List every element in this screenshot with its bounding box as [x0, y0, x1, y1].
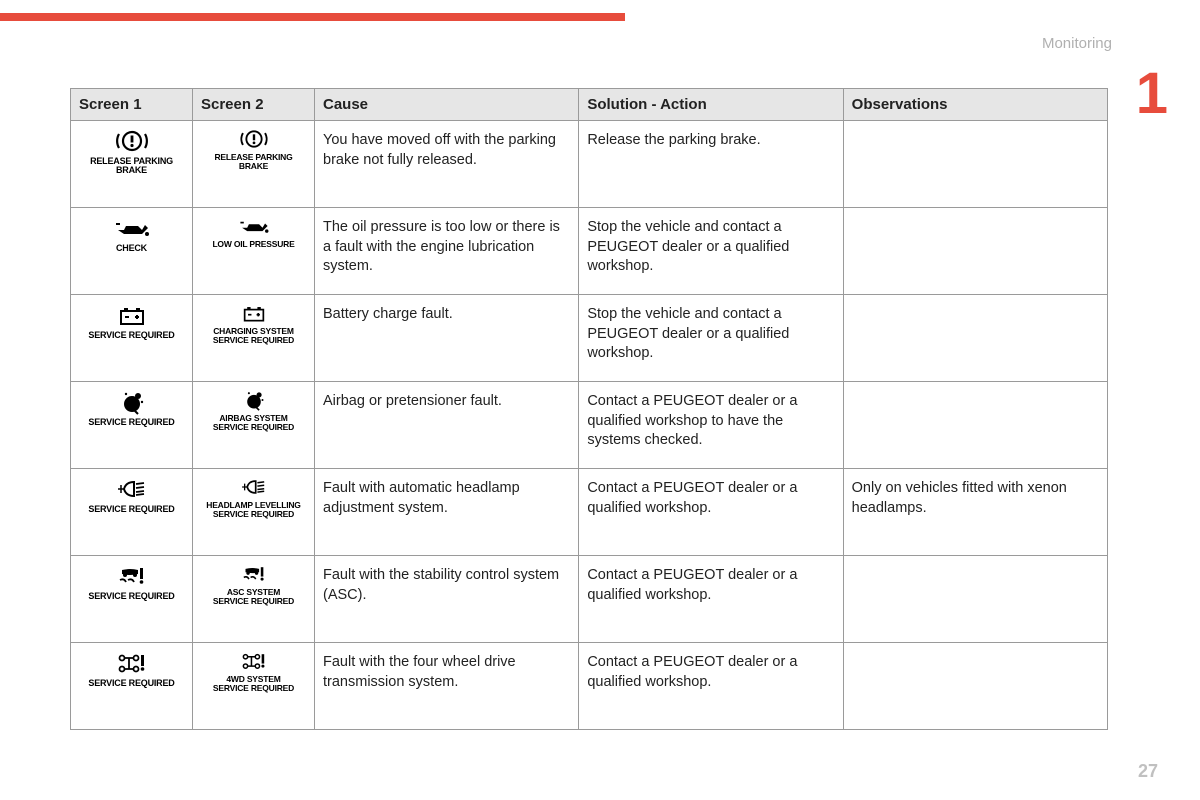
page-number: 27 — [1138, 761, 1158, 782]
observations-cell — [843, 556, 1107, 643]
headlamp-icon — [237, 475, 271, 499]
screen1-cell: RELEASE PARKINGBRAKE — [71, 121, 193, 208]
col-header-solution: Solution - Action — [579, 89, 843, 121]
airbag-icon — [112, 388, 152, 416]
solution-cell: Stop the vehicle and contact a PEUGEOT d… — [579, 295, 843, 382]
observations-cell: Only on vehicles fitted with xenon headl… — [843, 469, 1107, 556]
solution-cell: Stop the vehicle and contact a PEUGEOT d… — [579, 208, 843, 295]
cause-cell: You have moved off with the parking brak… — [315, 121, 579, 208]
asc-icon — [237, 562, 271, 586]
cause-cell: The oil pressure is too low or there is … — [315, 208, 579, 295]
chapter-number: 1 — [1136, 60, 1168, 127]
screen2-cell: CHARGING SYSTEMSERVICE REQUIRED — [193, 295, 315, 382]
col-header-cause: Cause — [315, 89, 579, 121]
table-row: SERVICE REQUIRED 4WD SYSTEMSERVICE REQUI… — [71, 643, 1108, 730]
screen2-cell: HEADLAMP LEVELLINGSERVICE REQUIRED — [193, 469, 315, 556]
screen1-cell: SERVICE REQUIRED — [71, 469, 193, 556]
table-header-row: Screen 1 Screen 2 Cause Solution - Actio… — [71, 89, 1108, 121]
screen2-cell: RELEASE PARKINGBRAKE — [193, 121, 315, 208]
parking-brake-icon — [237, 127, 271, 151]
warning-table: Screen 1 Screen 2 Cause Solution - Actio… — [70, 88, 1108, 730]
battery-icon — [112, 301, 152, 329]
screen2-cell: AIRBAG SYSTEMSERVICE REQUIRED — [193, 382, 315, 469]
col-header-screen1: Screen 1 — [71, 89, 193, 121]
screen1-cell: SERVICE REQUIRED — [71, 643, 193, 730]
parking-brake-icon — [112, 127, 152, 155]
icon-label: SERVICE REQUIRED — [88, 418, 174, 427]
observations-cell — [843, 643, 1107, 730]
icon-label: RELEASE PARKINGBRAKE — [90, 157, 173, 176]
screen2-cell: 4WD SYSTEMSERVICE REQUIRED — [193, 643, 315, 730]
table-row: SERVICE REQUIRED AIRBAG SYSTEMSERVICE RE… — [71, 382, 1108, 469]
battery-icon — [237, 301, 271, 325]
col-header-observations: Observations — [843, 89, 1107, 121]
solution-cell: Contact a PEUGEOT dealer or a qualified … — [579, 469, 843, 556]
solution-cell: Contact a PEUGEOT dealer or a qualified … — [579, 556, 843, 643]
icon-label: AIRBAG SYSTEMSERVICE REQUIRED — [213, 414, 294, 432]
icon-label: HEADLAMP LEVELLINGSERVICE REQUIRED — [206, 501, 300, 519]
icon-label: SERVICE REQUIRED — [88, 505, 174, 514]
screen2-cell: LOW OIL PRESSURE — [193, 208, 315, 295]
icon-label: RELEASE PARKINGBRAKE — [214, 153, 292, 171]
4wd-icon — [112, 649, 152, 677]
table-row: CHECK LOW OIL PRESSURE The oil pressure … — [71, 208, 1108, 295]
solution-cell: Contact a PEUGEOT dealer or a qualified … — [579, 382, 843, 469]
oil-icon — [237, 214, 271, 238]
col-header-screen2: Screen 2 — [193, 89, 315, 121]
screen1-cell: SERVICE REQUIRED — [71, 556, 193, 643]
icon-label: LOW OIL PRESSURE — [212, 240, 294, 249]
screen1-cell: SERVICE REQUIRED — [71, 295, 193, 382]
solution-cell: Contact a PEUGEOT dealer or a qualified … — [579, 643, 843, 730]
solution-cell: Release the parking brake. — [579, 121, 843, 208]
icon-label: CHARGING SYSTEMSERVICE REQUIRED — [213, 327, 294, 345]
table-row: RELEASE PARKINGBRAKE RELEASE PARKINGBRAK… — [71, 121, 1108, 208]
icon-label: SERVICE REQUIRED — [88, 679, 174, 688]
table-row: SERVICE REQUIRED CHARGING SYSTEMSERVICE … — [71, 295, 1108, 382]
observations-cell — [843, 121, 1107, 208]
screen1-cell: SERVICE REQUIRED — [71, 382, 193, 469]
headlamp-icon — [112, 475, 152, 503]
cause-cell: Airbag or pretensioner fault. — [315, 382, 579, 469]
airbag-icon — [237, 388, 271, 412]
observations-cell — [843, 382, 1107, 469]
icon-label: CHECK — [116, 244, 147, 253]
cause-cell: Battery charge fault. — [315, 295, 579, 382]
screen2-cell: ASC SYSTEMSERVICE REQUIRED — [193, 556, 315, 643]
screen1-cell: CHECK — [71, 208, 193, 295]
icon-label: 4WD SYSTEMSERVICE REQUIRED — [213, 675, 294, 693]
icon-label: SERVICE REQUIRED — [88, 331, 174, 340]
cause-cell: Fault with automatic headlamp adjustment… — [315, 469, 579, 556]
observations-cell — [843, 208, 1107, 295]
cause-cell: Fault with the stability control system … — [315, 556, 579, 643]
icon-label: ASC SYSTEMSERVICE REQUIRED — [213, 588, 294, 606]
4wd-icon — [237, 649, 271, 673]
table-row: SERVICE REQUIRED HEADLAMP LEVELLINGSERVI… — [71, 469, 1108, 556]
table-row: SERVICE REQUIRED ASC SYSTEMSERVICE REQUI… — [71, 556, 1108, 643]
accent-top-bar — [0, 13, 625, 21]
observations-cell — [843, 295, 1107, 382]
section-label: Monitoring — [1042, 35, 1112, 52]
icon-label: SERVICE REQUIRED — [88, 592, 174, 601]
cause-cell: Fault with the four wheel drive transmis… — [315, 643, 579, 730]
asc-icon — [112, 562, 152, 590]
oil-icon — [112, 214, 152, 242]
